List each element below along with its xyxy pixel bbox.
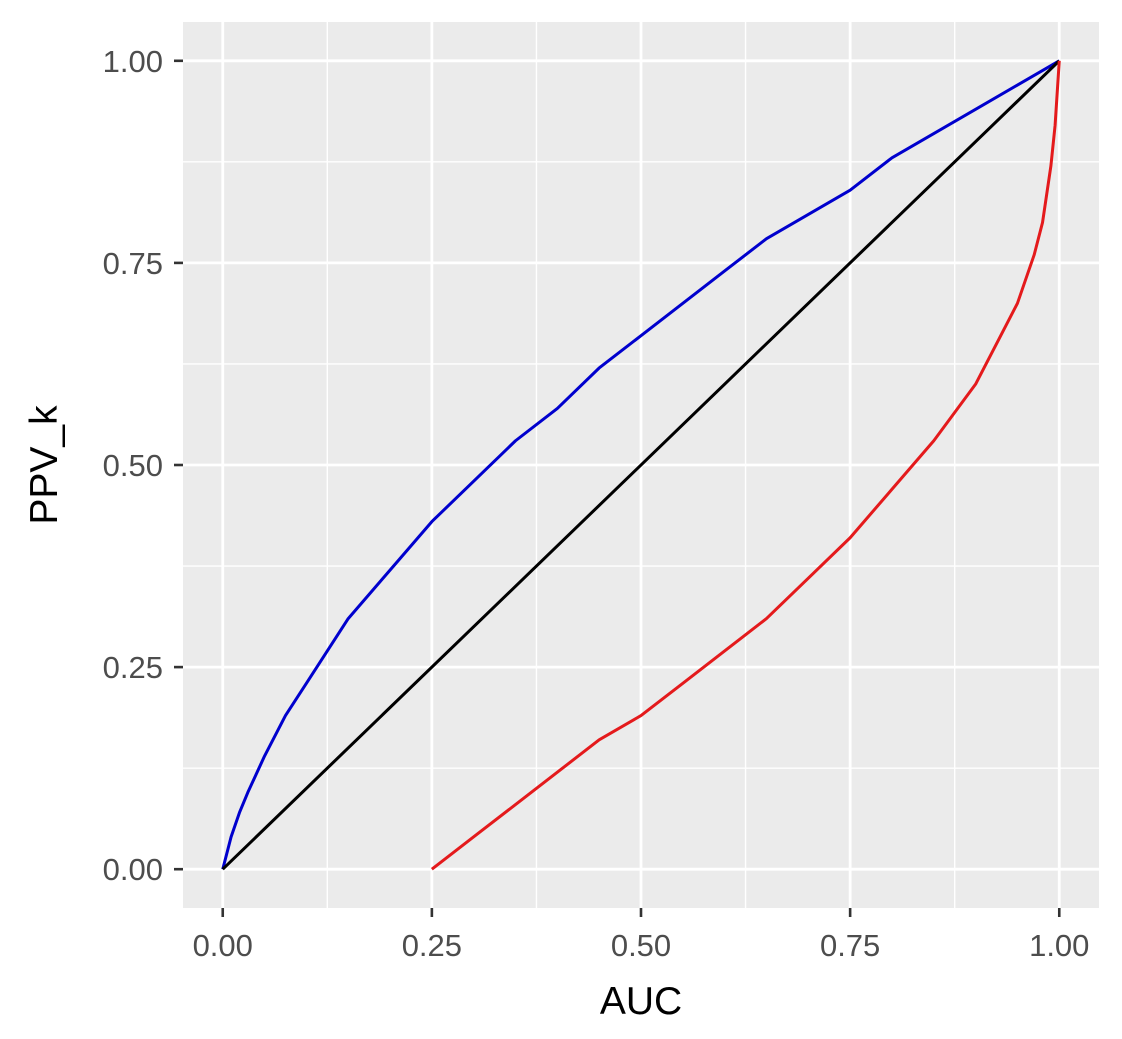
series-line-1 (221, 59, 1061, 871)
series-line-0 (221, 59, 1061, 870)
y-axis: 0.00 0.25 0.50 0.75 1.00 (103, 44, 183, 887)
y-tick-label: 0.25 (103, 650, 163, 685)
series-layer (221, 59, 1061, 871)
x-axis-title: AUC (600, 980, 682, 1023)
x-tick-label: 1.00 (1029, 928, 1089, 963)
y-tick-label: 1.00 (103, 44, 163, 79)
x-tick-label: 0.25 (402, 928, 462, 963)
y-tick-label: 0.00 (103, 852, 163, 887)
series-line-2 (430, 60, 1061, 871)
y-axis-title: PPV_k (23, 405, 66, 525)
x-tick-label: 0.75 (820, 928, 880, 963)
x-tick-label: 0.50 (611, 928, 671, 963)
y-tick-label: 0.75 (103, 246, 163, 281)
x-tick-label: 0.00 (193, 928, 253, 963)
y-tick-label: 0.50 (103, 448, 163, 483)
x-axis: 0.00 0.25 0.50 0.75 1.00 (193, 908, 1089, 963)
